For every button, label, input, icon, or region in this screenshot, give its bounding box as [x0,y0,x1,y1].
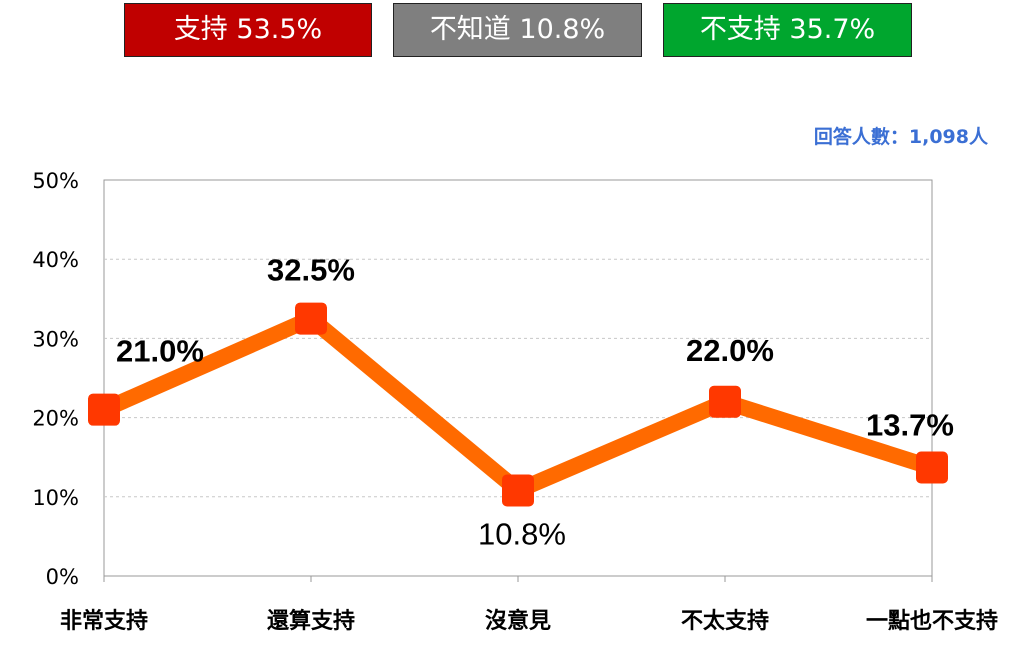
y-tick-label: 10% [32,486,79,510]
data-label: 13.7% [866,407,954,442]
support-total-badge: 支持 53.5% [124,3,372,57]
x-tick-label: 非常支持 [60,608,148,634]
data-point-marker [502,474,534,507]
data-point-marker [709,385,741,418]
data-point-marker [88,393,120,426]
data-point-marker [295,302,327,335]
data-label: 10.8% [478,516,566,551]
x-tick-label: 還算支持 [267,608,355,634]
x-tick-label: 沒意見 [485,608,551,634]
y-tick-label: 50% [32,169,79,193]
y-tick-label: 0% [46,565,79,589]
x-tick-label: 一點也不支持 [866,609,998,634]
unknown-total-badge: 不知道 10.8% [393,3,642,57]
y-tick-label: 40% [32,248,79,272]
y-tick-label: 30% [32,327,79,351]
oppose-total-badge: 不支持 35.7% [663,3,912,57]
x-tick-label: 不太支持 [681,609,769,634]
series-line [100,309,935,500]
data-point-marker [916,451,948,484]
y-tick-label: 20% [32,407,79,431]
data-label: 32.5% [267,253,355,288]
respondent-count: 回答人數：1,098人 [813,126,988,148]
data-label: 21.0% [116,334,204,369]
data-label: 22.0% [686,333,774,368]
